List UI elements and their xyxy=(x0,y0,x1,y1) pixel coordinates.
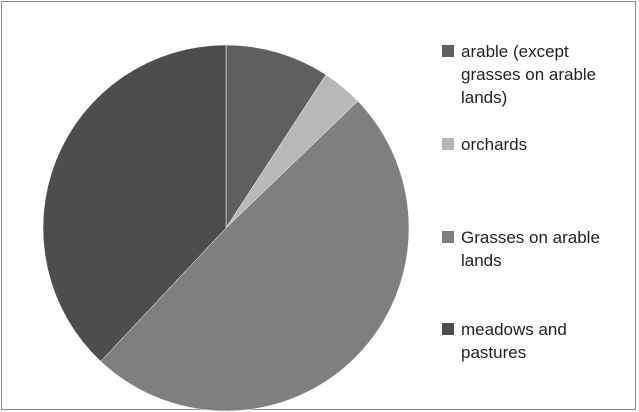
pie-slice-arable xyxy=(225,44,327,229)
legend-swatch-orchards xyxy=(442,138,454,150)
legend-swatch-grasses xyxy=(442,231,454,243)
legend-label-meadows: meadows and pastures xyxy=(461,320,567,362)
legend-label-grasses: Grasses on arable lands xyxy=(461,228,600,270)
pie-slice-meadows xyxy=(42,44,227,362)
legend-swatch-meadows xyxy=(442,323,454,335)
legend-item-arable: arable (except grasses on arable lands) xyxy=(442,40,636,109)
pie-slice-grasses xyxy=(100,100,410,411)
legend-label-orchards: orchards xyxy=(461,135,528,154)
legend-item-orchards: orchards xyxy=(442,133,636,156)
legend-item-grasses: Grasses on arable lands xyxy=(442,226,636,272)
legend-label-arable: arable (except grasses on arable lands) xyxy=(461,42,597,107)
legend-swatch-arable xyxy=(442,45,454,57)
legend-item-meadows: meadows and pastures xyxy=(442,318,636,364)
